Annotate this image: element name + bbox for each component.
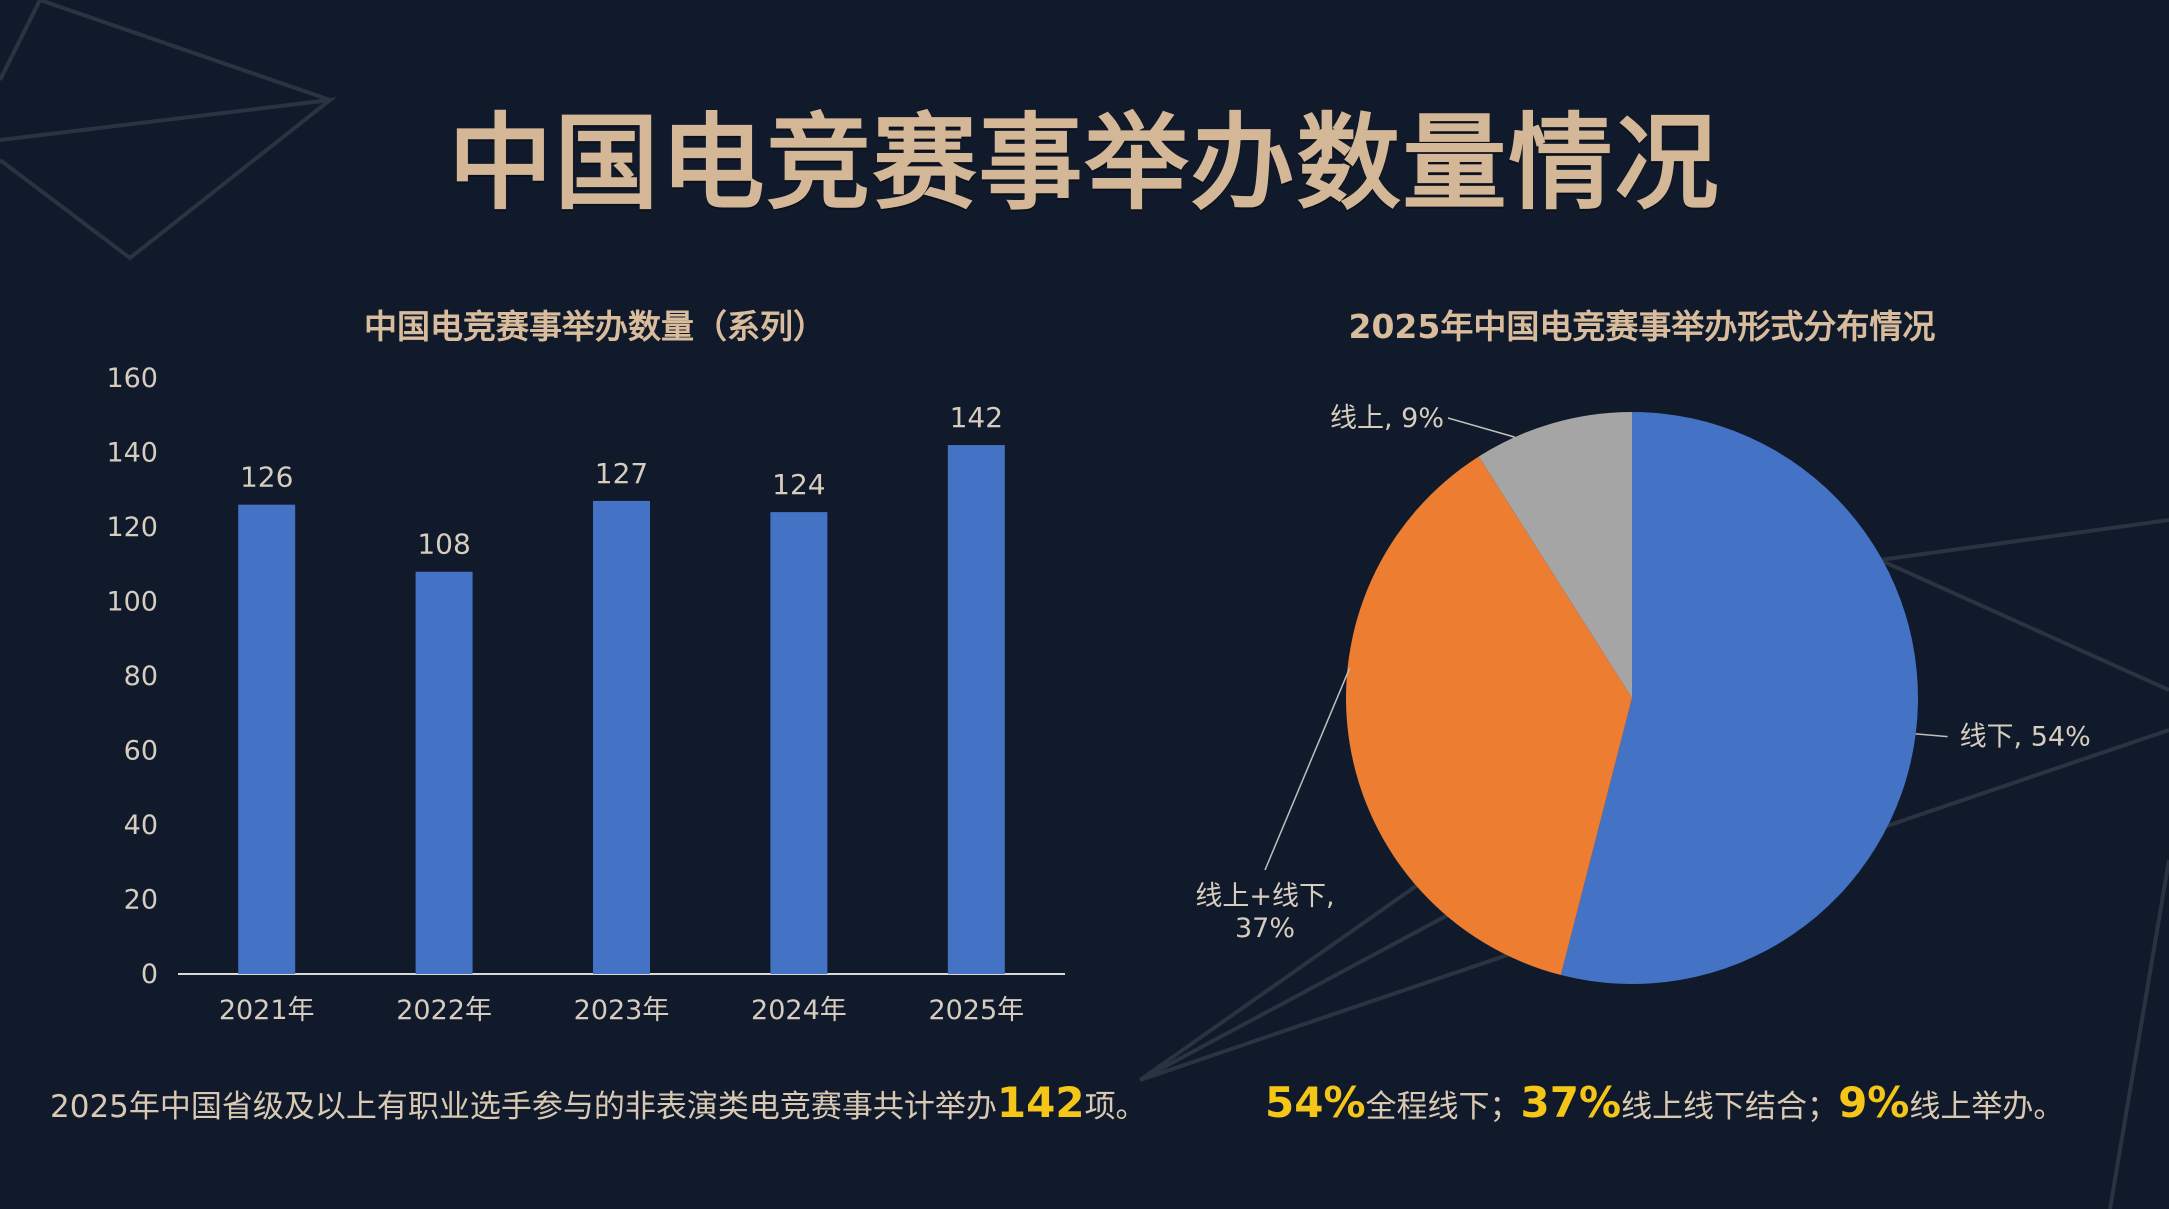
x-tick-label: 2024年 — [751, 995, 847, 1026]
x-tick-label: 2021年 — [219, 995, 315, 1026]
bar — [770, 512, 828, 974]
bar — [415, 571, 473, 974]
y-tick-label: 20 — [124, 885, 158, 916]
bar-chart-title: 中国电竞赛事举办数量（系列） — [364, 307, 826, 346]
pie-slice — [1478, 412, 1632, 698]
y-tick-label: 160 — [106, 363, 158, 394]
caption-text-online: 线上举办。 — [1909, 1089, 2065, 1125]
leader-line — [1915, 733, 1948, 738]
bar-caption: 2025年中国省级及以上有职业选手参与的非表演类电竞赛事共计举办142项。 — [50, 1078, 1147, 1127]
bar-data-label: 142 — [950, 401, 1003, 434]
caption-percent-hybrid: 37% — [1520, 1078, 1622, 1127]
x-tick-label: 2022年 — [396, 995, 492, 1026]
caption-highlight: 142 — [996, 1078, 1085, 1127]
caption-percent-online: 9% — [1838, 1078, 1910, 1127]
pie-label: 线下, 54% — [1960, 722, 2091, 753]
pie-label: 线上+线下, 37% — [1195, 881, 1334, 944]
bar — [947, 445, 1005, 974]
caption-text: 2025年中国省级及以上有职业选手参与的非表演类电竞赛事共计举办 — [50, 1089, 997, 1125]
caption-text-end: 项。 — [1084, 1089, 1147, 1125]
caption-text-offline: 全程线下； — [1365, 1089, 1521, 1125]
bar-data-label: 127 — [595, 457, 648, 490]
bar-data-label: 108 — [417, 528, 470, 561]
x-tick-label: 2023年 — [574, 995, 670, 1026]
caption-percent-offline: 54% — [1265, 1078, 1366, 1127]
y-tick-label: 40 — [124, 810, 158, 841]
bar-data-label: 124 — [772, 468, 825, 501]
y-tick-label: 100 — [106, 587, 158, 618]
bar — [593, 500, 650, 974]
page-title: 中国电竞赛事举办数量情况 — [448, 102, 1721, 224]
y-tick-label: 0 — [141, 959, 158, 990]
bar — [238, 504, 296, 974]
bar-data-label: 126 — [240, 461, 293, 494]
leader-line — [1264, 668, 1351, 871]
pie-slice — [1560, 412, 1918, 984]
y-tick-label: 60 — [124, 736, 158, 767]
pie-slice — [1346, 456, 1632, 976]
leader-line — [1447, 417, 1515, 438]
x-tick-label: 2025年 — [928, 995, 1024, 1026]
pie-label: 线上, 9% — [1330, 403, 1444, 434]
y-tick-label: 80 — [124, 661, 158, 692]
caption-text-hybrid: 线上线下结合； — [1621, 1089, 1839, 1125]
pie-chart-title: 2025年中国电竞赛事举办形式分布情况 — [1348, 307, 1936, 346]
pie-caption: 54%全程线下；37%线上线下结合；9%线上举办。 — [1265, 1078, 2064, 1127]
y-tick-label: 120 — [106, 512, 158, 543]
y-tick-label: 140 — [106, 438, 158, 469]
